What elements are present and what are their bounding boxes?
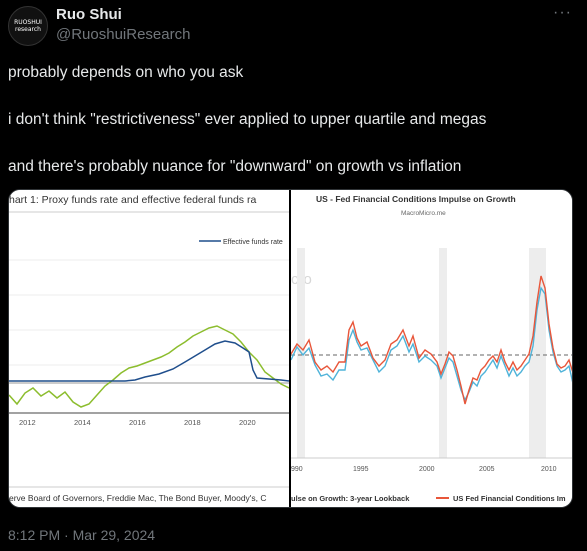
tweet-line-2: i don't think "restrictiveness" ever app…	[8, 111, 487, 128]
right-chart-subtitle: MacroMicro.me	[401, 210, 446, 217]
left-x-tick-2020: 2020	[239, 418, 256, 427]
tweet-line-3: and there's probably nuance for "downwar…	[8, 158, 462, 175]
author-display-name[interactable]: Ruo Shui	[56, 6, 122, 23]
right-x-tick-2000: 2000	[419, 466, 435, 473]
right-legend-fci: US Fed Financial Conditions Im	[453, 494, 566, 503]
left-effective-series	[9, 340, 289, 382]
right-x-tick-2010: 2010	[541, 466, 557, 473]
right-x-tick-1990: 990	[291, 466, 303, 473]
right-lookback-series	[291, 286, 572, 402]
left-proxy-series	[9, 325, 289, 408]
left-chart: hart 1: Proxy funds rate and effective f…	[9, 190, 289, 507]
left-chart-title: hart 1: Proxy funds rate and effective f…	[9, 194, 256, 206]
left-x-tick-2016: 2016	[129, 418, 146, 427]
tweet-line-1: probably depends on who you ask	[8, 64, 244, 81]
right-x-tick-1995: 1995	[353, 466, 369, 473]
left-x-tick-2014: 2014	[74, 418, 91, 427]
tweet-media[interactable]: hart 1: Proxy funds rate and effective f…	[8, 189, 573, 508]
tweet-timestamp[interactable]: 8:12 PM · Mar 29, 2024	[8, 527, 156, 543]
right-legend-lookback: ulse on Growth: 3-year Lookback	[291, 494, 410, 503]
left-legend-label: Effective funds rate	[223, 239, 283, 246]
left-x-tick-2012: 2012	[19, 418, 36, 427]
right-chart-title: US - Fed Financial Conditions Impulse on…	[316, 194, 516, 204]
avatar-logo: RUOSHUI research	[14, 19, 42, 33]
right-fci-series	[291, 275, 572, 405]
chart-divider	[289, 190, 291, 507]
left-chart-source: erve Board of Governors, Freddie Mac, Th…	[9, 493, 267, 503]
right-x-tick-2005: 2005	[479, 466, 495, 473]
left-x-tick-2018: 2018	[184, 418, 201, 427]
more-horizontal-icon[interactable]: ···	[553, 4, 572, 21]
right-chart: US - Fed Financial Conditions Impulse on…	[291, 190, 572, 507]
avatar[interactable]: RUOSHUI research	[8, 6, 48, 46]
author-handle[interactable]: @RuoshuiResearch	[56, 26, 191, 43]
